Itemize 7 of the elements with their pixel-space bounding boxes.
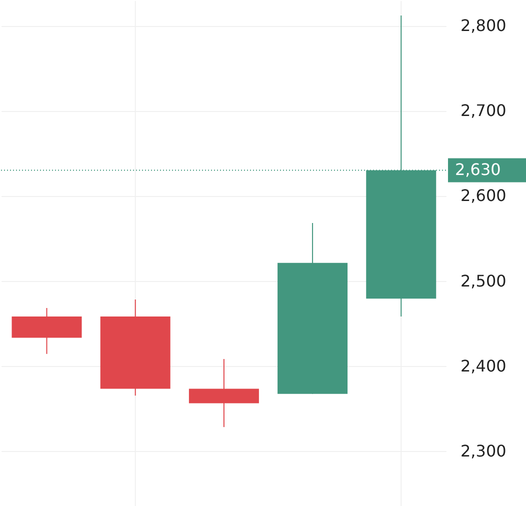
y-tick-label: 2,300 xyxy=(460,441,506,460)
y-tick-label: 2,400 xyxy=(460,356,506,376)
y-tick-label: 2,500 xyxy=(460,271,506,290)
ref-line-label: 2,630 xyxy=(455,160,501,180)
y-tick-label: 2,600 xyxy=(460,186,506,206)
y-tick-label: 2,800 xyxy=(460,16,506,36)
y-tick-label: 2,700 xyxy=(460,101,506,120)
